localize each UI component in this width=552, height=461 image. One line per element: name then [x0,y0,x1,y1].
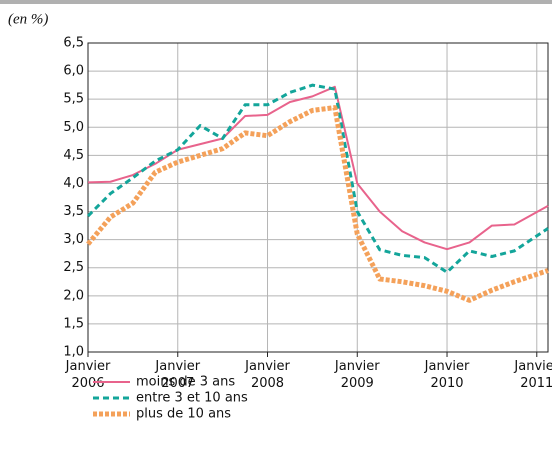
x-tick-label-line: 2010 [430,376,463,391]
x-tick-label-line: Janvier [424,359,470,374]
x-tick-label-line: Janvier [65,359,111,374]
x-tick-label-line: 2007 [161,376,194,391]
y-tick-label: 6,5 [63,36,84,51]
x-tick-label-line: 2009 [341,376,374,391]
y-tick-label: 6,0 [63,64,84,79]
x-tick-label: Janvier 2006 [65,359,111,391]
legend-label: plus de 10 ans [136,407,231,422]
y-tick-label: 1,5 [63,316,84,331]
series-line [86,105,549,303]
y-tick-label: 4,5 [63,148,84,163]
x-tick-label: Janvier 2009 [334,359,380,391]
x-tick-label: Janvier 2007 [154,359,200,391]
x-tick-label-line: Janvier [334,359,380,374]
x-tick-label: Janvier 2010 [424,359,470,391]
y-tick-label: 1,0 [63,345,84,360]
y-tick-label: 2,0 [63,288,84,303]
y-tick-label: 4,0 [63,176,84,191]
x-tick-label-line: 2008 [251,376,284,391]
unit-note: (en %) [8,11,48,27]
x-tick-label: Janvier 2011 [513,359,552,391]
series-line [86,83,549,274]
y-tick-label: 2,5 [63,260,84,275]
x-tick-label-line: Janvier [244,359,290,374]
x-tick-label-line: Janvier [154,359,200,374]
x-tick-label-line: Janvier [513,359,552,374]
y-tick-label: 5,5 [63,92,84,107]
legend-label: entre 3 et 10 ans [136,391,248,406]
y-tick-label: 5,0 [63,120,84,135]
series-line [87,85,549,251]
x-tick-label-line: 2011 [520,376,552,391]
x-tick-label-line: 2006 [71,376,104,391]
y-tick-label: 3,5 [63,204,84,219]
legend-label: moins de 3 ans [136,375,235,390]
plot-frame [87,42,549,353]
x-tick-label: Janvier 2008 [244,359,290,391]
top-bar [0,0,552,4]
y-tick-label: 3,0 [63,232,84,247]
